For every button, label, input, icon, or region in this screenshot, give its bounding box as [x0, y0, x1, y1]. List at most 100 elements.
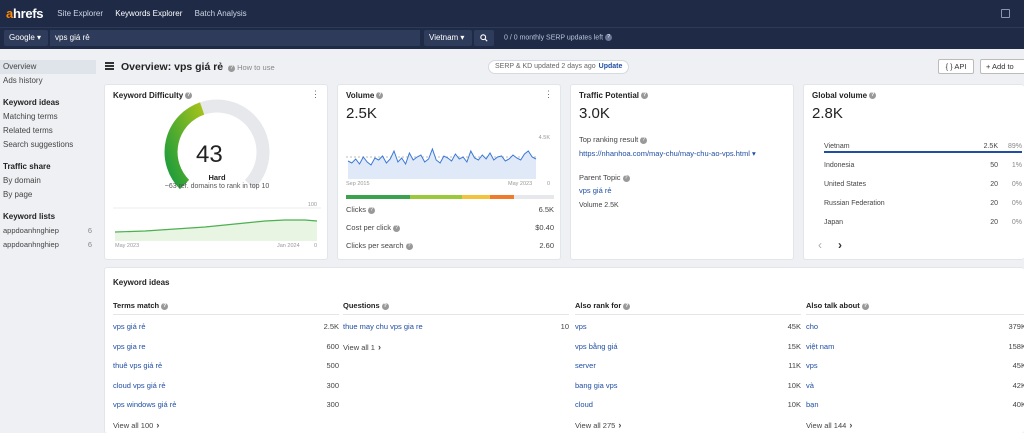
ahrefs-logo[interactable]: ahrefs [6, 6, 44, 21]
chart-tick-label: Sep 2015 [346, 181, 370, 187]
also-talk-about-column: Also talk about? cho 379K việt nam 158K vp… [806, 300, 1024, 431]
keyword-ideas-card: Keyword ideas Terms match? vps giá rẻ 2.5… [104, 267, 1024, 433]
search-button[interactable] [474, 30, 494, 46]
parent-topic-link[interactable]: vps giá rẻ [579, 186, 612, 195]
clicks-segment-bar [410, 195, 462, 199]
country-row[interactable]: Japan 20 0% [824, 219, 1022, 226]
help-icon[interactable]: ? [605, 34, 613, 41]
chevron-right-icon: › [377, 341, 381, 352]
more-options-icon[interactable]: ⋮ [311, 89, 320, 99]
help-icon[interactable]: ? [185, 92, 193, 100]
keyword-row[interactable]: vps 45K [806, 361, 1024, 370]
help-icon[interactable]: ? [623, 302, 631, 310]
api-button[interactable]: { } API [938, 59, 974, 74]
keyword-row[interactable]: vps 45K [575, 322, 801, 331]
help-icon[interactable]: ? [622, 174, 630, 182]
volume-metrics: Clicks? 6.5K Cost per click? $0.40 Clicks … [346, 203, 554, 253]
sidebar-item-related-terms[interactable]: Related terms [3, 126, 53, 135]
kd-gauge [113, 99, 321, 241]
column-header: Terms match? [113, 301, 169, 310]
top-ranking-url[interactable]: https://nhanhoa.com/may-chu/may-chu-ao-v… [579, 149, 756, 158]
hamburger-menu-icon[interactable] [105, 62, 114, 70]
add-to-button[interactable]: + Add to [980, 59, 1024, 74]
search-engine-select[interactable]: Google ▾ [4, 30, 48, 46]
view-all-link[interactable]: View all 144 › [806, 419, 853, 430]
sidebar-item-ads-history[interactable]: Ads history [3, 76, 43, 85]
gauge-fill [164, 102, 205, 190]
help-icon[interactable]: ? [640, 136, 648, 144]
top-ranking-label: Top ranking result? [579, 135, 648, 144]
keyword-row[interactable]: bang gia vps 10K [575, 380, 801, 390]
sidebar-item-matching-terms[interactable]: Matching terms [3, 112, 58, 121]
chevron-right-icon: › [618, 419, 622, 430]
sidebar-item-search-suggestions[interactable]: Search suggestions [3, 140, 74, 149]
keyword-row[interactable]: cloud vps giá rẻ 300 [113, 380, 339, 390]
chart-tick-label: Jan 2024 [277, 243, 300, 249]
global-volume-value: 2.8K [812, 105, 843, 122]
help-icon[interactable]: ? [376, 92, 384, 100]
more-options-icon[interactable]: ⋮ [544, 89, 553, 99]
view-all-link[interactable]: View all 275 › [575, 419, 622, 430]
chart-tick-label: 4.5K [538, 135, 550, 141]
keyword-row[interactable]: và 42K [806, 380, 1024, 390]
sidebar-item-by-page[interactable]: By page [3, 190, 33, 199]
help-icon[interactable]: ? [381, 302, 389, 310]
page-title: Overview: vps giá rẻ [121, 61, 224, 73]
keyword-row[interactable]: server 11K [575, 361, 801, 370]
keyword-row[interactable]: việt nam 158K [806, 341, 1024, 351]
help-icon[interactable]: ? [393, 224, 401, 232]
metric-row: Cost per click? $0.40 [346, 223, 554, 232]
view-all-link[interactable]: View all 100 › [113, 419, 160, 430]
volume-area [348, 149, 536, 179]
previous-page-icon[interactable]: ‹ [818, 238, 822, 252]
serp-updates-left: 0 / 0 monthly SERP updates left? [504, 34, 613, 42]
keyword-row[interactable]: thue may chu vps gia re 10 [343, 322, 569, 331]
next-page-icon[interactable]: › [838, 238, 842, 252]
keyword-row[interactable]: vps gia re 600 [113, 341, 339, 351]
questions-column: Questions? thue may chu vps gia re 10 Vie… [343, 300, 569, 353]
update-button[interactable]: Update [598, 63, 623, 70]
page-header: Overview: vps giá rẻ ? How to use SERP &… [100, 58, 1024, 78]
sidebar-item-by-domain[interactable]: By domain [3, 176, 41, 185]
country-row[interactable]: Indonesia 50 1% [824, 162, 1022, 169]
help-icon[interactable]: ? [368, 206, 375, 214]
sidebar-keyword-list[interactable]: appdoanhnghiep 6 [3, 226, 92, 235]
country-row[interactable]: Russian Federation 20 0% [824, 200, 1022, 207]
country-select[interactable]: Vietnam ▾ [424, 30, 472, 46]
view-all-link[interactable]: View all 1 › [343, 341, 381, 352]
keyword-row[interactable]: bạn 40K [806, 400, 1024, 409]
nav-site-explorer[interactable]: Site Explorer [57, 9, 104, 18]
column-header: Also talk about? [806, 301, 869, 310]
help-icon[interactable]: ? [641, 92, 649, 100]
keyword-row[interactable]: vps windows giá rẻ 300 [113, 400, 339, 409]
help-icon[interactable]: ? [869, 92, 877, 100]
keyword-row[interactable]: cloud 10K [575, 400, 801, 409]
keyword-row[interactable]: vps giá rẻ 2.5K [113, 322, 339, 331]
kd-score: 43 [196, 141, 223, 168]
top-navigation-bar: ahrefs Site Explorer Keywords Explorer B… [0, 0, 1024, 27]
card-title: Keyword ideas [113, 278, 170, 287]
nav-batch-analysis[interactable]: Batch Analysis [194, 9, 247, 18]
keyword-row[interactable]: thuê vps giá rẻ 500 [113, 361, 339, 370]
chart-tick-label: 0 [546, 181, 550, 187]
chevron-right-icon: › [849, 419, 853, 430]
chart-tick-label: 100 [307, 202, 317, 208]
global-volume-card: Global volume? 2.8K Vietnam 2.5K 89% Indon… [803, 84, 1024, 260]
sidebar-heading-keyword-ideas: Keyword ideas [3, 98, 60, 107]
keyword-search-input[interactable]: vps giá rẻ [50, 30, 420, 46]
help-icon[interactable]: ? [161, 302, 169, 310]
keyword-row[interactable]: cho 379K [806, 322, 1024, 331]
country-row[interactable]: Vietnam 2.5K 89% [824, 141, 1022, 153]
terms-match-column: Terms match? vps giá rẻ 2.5K vps gia re 60… [113, 300, 339, 431]
how-to-use-link[interactable]: ? How to use [228, 63, 275, 72]
country-row[interactable]: United States 20 0% [824, 181, 1022, 188]
help-icon[interactable]: ? [861, 302, 869, 310]
keyword-difficulty-card: Keyword Difficulty? ⋮ 43 Hard ~63 ref. d… [104, 84, 328, 260]
nav-keywords-explorer[interactable]: Keywords Explorer [115, 9, 183, 18]
sidebar-item-overview[interactable]: Overview [0, 60, 96, 74]
sidebar-keyword-list[interactable]: appdoanhnghiep 6 [3, 240, 92, 249]
card-title: Keyword Difficulty? [113, 91, 193, 100]
help-icon[interactable]: ? [405, 242, 413, 250]
window-icon[interactable] [1001, 9, 1010, 18]
keyword-row[interactable]: vps bằng giá 15K [575, 341, 801, 351]
